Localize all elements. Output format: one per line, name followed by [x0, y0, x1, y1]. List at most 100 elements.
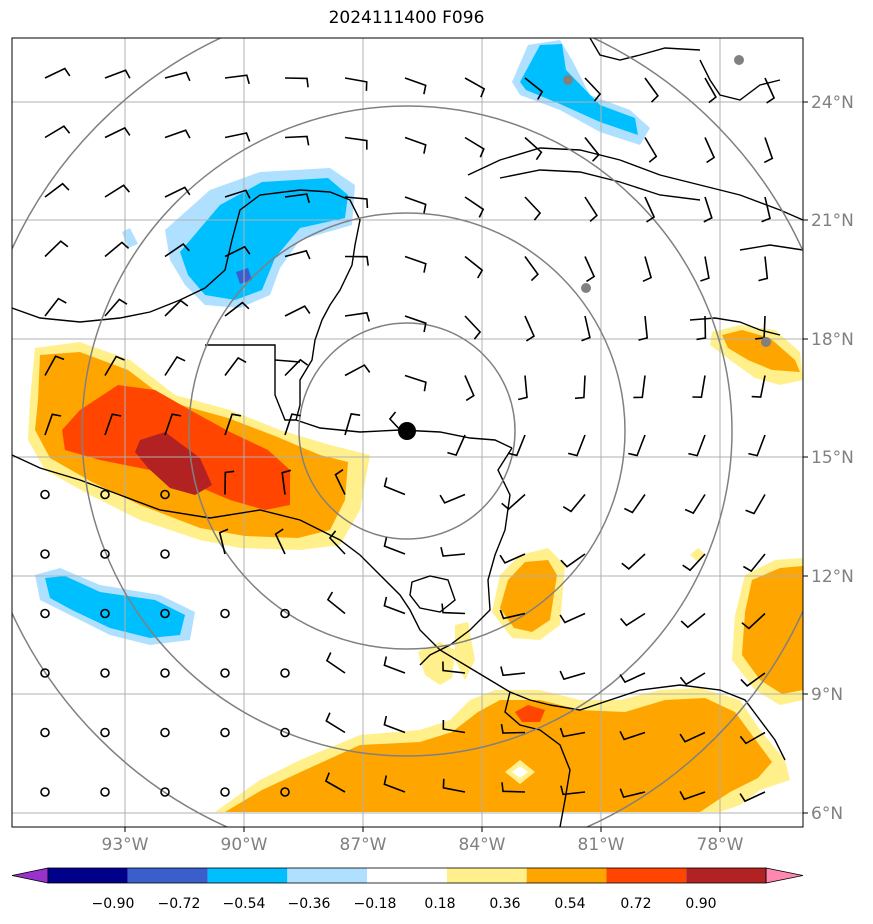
wind-barb: [104, 413, 122, 436]
wind-barb: [524, 136, 543, 161]
wind-barb: [164, 413, 182, 436]
wind-barb: [704, 77, 717, 104]
wind-barb: [104, 355, 125, 376]
longitude-labels: 93°W 90°W 87°W 84°W 81°W 78°W: [102, 835, 744, 855]
wind-barb: [44, 182, 70, 198]
wind-barb: [284, 305, 311, 317]
wind-barb: [464, 255, 484, 279]
wind-barb: [682, 553, 706, 572]
wind-barb: [560, 785, 586, 796]
calm-wind-marker: [100, 489, 110, 500]
colorbar-segment: [686, 868, 766, 883]
colorbar-labels: −0.90 −0.72 −0.54 −0.36 −0.18 0.18 0.36 …: [92, 896, 717, 912]
wind-barb: [628, 434, 646, 457]
wind-barb: [464, 77, 486, 98]
latitude-labels: 24°N 21°N 18°N 15°N 12°N 9°N 6°N: [811, 93, 854, 824]
wind-barb: [328, 530, 346, 555]
calm-wind-marker: [160, 608, 170, 619]
colorbar: [11, 867, 804, 884]
wind-barb: [224, 301, 250, 317]
wind-barb: [758, 256, 769, 282]
wind-barb: [441, 603, 466, 615]
wind-barb: [344, 136, 368, 150]
wind-barb: [584, 196, 598, 223]
colorbar-tick-label: 0.18: [424, 896, 455, 912]
wind-barb: [524, 315, 536, 342]
wind-barb: [679, 791, 706, 801]
wind-barb: [104, 184, 131, 198]
wind-barb: [383, 596, 406, 615]
calm-wind-marker: [220, 787, 230, 797]
coastlines: [12, 38, 803, 827]
calm-wind-marker: [220, 608, 230, 619]
colorbar-extend-max: [765, 867, 804, 884]
negative-field-small: [122, 228, 138, 248]
wind-barb: [104, 69, 131, 79]
lat-label: 21°N: [811, 211, 854, 231]
negative-field-north-core: [520, 44, 638, 135]
wind-barb: [559, 670, 586, 681]
calm-wind-marker: [220, 668, 230, 678]
lon-label: 87°W: [340, 835, 387, 855]
wind-barb: [404, 255, 427, 273]
wind-barb: [344, 255, 369, 266]
calm-wind-marker: [280, 608, 290, 619]
wind-barb: [44, 413, 62, 436]
positive-field-hole-core: [512, 766, 528, 778]
wind-barb: [619, 672, 646, 684]
wind-barb: [284, 358, 309, 377]
positive-field-panama-bit2: [455, 622, 475, 680]
calm-wind-marker: [40, 668, 50, 678]
wind-barb: [224, 470, 235, 495]
station-marker: [734, 55, 744, 65]
lon-label: 78°W: [697, 835, 744, 855]
wind-barb: [680, 612, 706, 629]
wind-barb: [464, 315, 482, 340]
wind-barb: [764, 77, 776, 104]
calm-wind-marker: [40, 489, 50, 500]
wind-barb: [524, 256, 539, 282]
lat-label: 9°N: [811, 685, 843, 705]
wind-barb: [574, 375, 586, 400]
colorbar-segment: [207, 868, 288, 883]
wind-barb: [464, 375, 475, 402]
wind-barb: [324, 772, 346, 793]
lon-label: 81°W: [578, 835, 625, 855]
wind-barb: [404, 136, 427, 154]
colorbar-tick-label: −0.90: [92, 896, 135, 912]
coast-panama-colombia: [549, 684, 786, 761]
wind-barb: [644, 77, 659, 103]
wind-barb: [741, 612, 766, 630]
wind-barb: [644, 137, 658, 163]
negative-field-nw-core: [180, 178, 348, 300]
calm-wind-marker: [100, 608, 110, 619]
wind-barb: [164, 71, 191, 82]
wind-barb: [164, 299, 189, 317]
colorbar-tick-label: −0.72: [158, 896, 201, 912]
colorbar-tick-label: 0.36: [489, 896, 520, 912]
coast-colombia-pacific: [504, 691, 571, 827]
coast-pacific: [12, 454, 551, 706]
wind-barb: [44, 67, 71, 79]
calm-wind-marker: [220, 727, 230, 738]
calm-wind-marker: [100, 787, 110, 797]
wind-barb: [464, 136, 485, 158]
colorbar-extend-min: [11, 867, 49, 884]
wind-barb: [739, 731, 766, 745]
wind-barb: [619, 612, 646, 627]
colorbar-tick-label: −0.18: [354, 896, 397, 912]
calm-wind-marker: [100, 727, 110, 738]
wind-barb: [688, 434, 706, 457]
wind-barb: [704, 137, 716, 164]
wind-barb: [325, 712, 346, 734]
coast-cuba: [467, 147, 803, 221]
wind-barb: [559, 727, 586, 738]
calm-wind-marker: [160, 668, 170, 678]
positive-field-east-small-core: [500, 560, 557, 632]
colorbar-segment: [526, 868, 607, 883]
colorbar-segment: [446, 868, 527, 883]
calm-wind-marker: [160, 787, 170, 797]
wind-barb: [224, 132, 251, 142]
wind-barb: [326, 591, 346, 615]
